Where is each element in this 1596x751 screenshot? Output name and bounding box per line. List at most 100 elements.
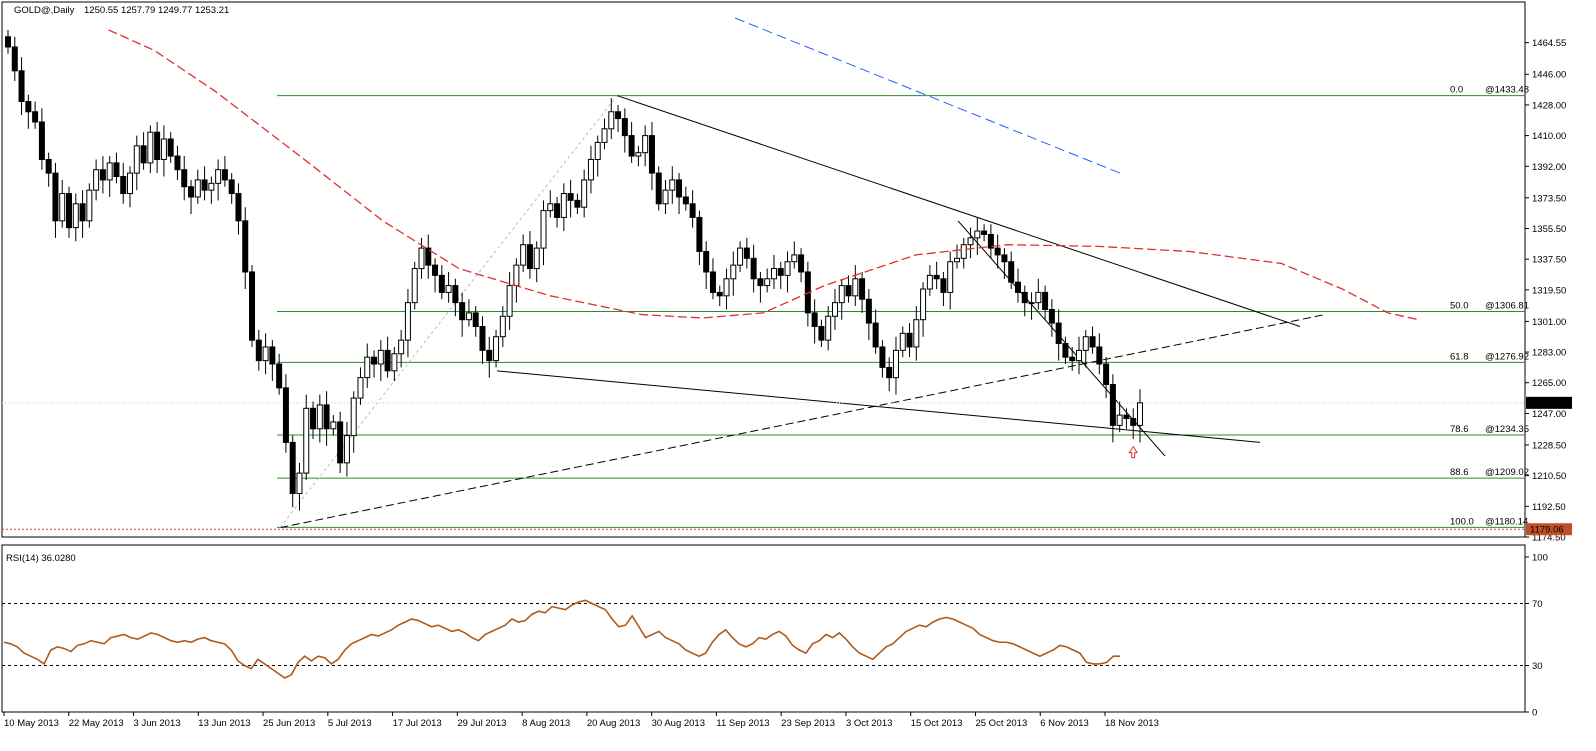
candle (52, 162, 59, 238)
price-tick-label: 1428.00 (1532, 100, 1566, 111)
candle (310, 401, 317, 439)
time-tick-label: 17 Jul 2013 (393, 718, 442, 729)
candle-body (1082, 336, 1089, 351)
candle-body (987, 233, 994, 249)
candle-body (1123, 414, 1130, 420)
fib-price-label: @1209.02 (1485, 467, 1529, 478)
candle (38, 108, 45, 170)
resistance-trendline (616, 95, 1301, 327)
candle-body (249, 271, 256, 341)
candle (567, 179, 574, 218)
candle (1048, 299, 1055, 337)
candle (5, 29, 11, 54)
candle (554, 196, 561, 228)
candle (337, 411, 344, 474)
candle (262, 333, 269, 375)
candle (933, 261, 940, 290)
time-tick-label: 25 Oct 2013 (975, 718, 1027, 729)
candle (994, 234, 1001, 269)
candle (757, 271, 764, 303)
candle (899, 326, 906, 358)
time-tick-label: 23 Sep 2013 (781, 718, 835, 729)
candle-body (764, 278, 771, 287)
candle-body (452, 285, 459, 304)
candle-body (1062, 343, 1069, 358)
candle (953, 244, 960, 269)
candle (621, 108, 628, 153)
candle-body (581, 179, 588, 208)
candle-body (838, 285, 845, 304)
candle-body (398, 339, 405, 355)
price-panel-frame (1, 1, 1526, 538)
candle (404, 289, 411, 358)
candle-body (357, 377, 364, 399)
candle-body (655, 172, 662, 205)
fib-level-label: 61.8 (1450, 351, 1469, 362)
candle-body (560, 193, 567, 218)
candle (127, 166, 134, 208)
candle (635, 145, 642, 167)
price-tick-label: 1210.50 (1532, 471, 1566, 482)
candle (459, 292, 466, 337)
candle-body (777, 268, 784, 276)
candle-body (18, 70, 25, 103)
candle (743, 237, 750, 269)
candle (228, 173, 235, 204)
candle (66, 186, 73, 238)
candle-body (364, 356, 371, 379)
candle (472, 306, 479, 337)
candle (872, 309, 879, 354)
candle (1130, 408, 1137, 439)
candle-body (1103, 363, 1110, 385)
candle-body (1096, 346, 1103, 365)
candle-body (811, 312, 818, 328)
candle (689, 190, 696, 228)
candle (513, 258, 520, 303)
candle (276, 353, 283, 395)
candle-body (86, 189, 93, 222)
candle-body (38, 121, 45, 160)
candle-body (154, 131, 161, 160)
ohlc-readout: 1250.55 1257.79 1249.77 1253.21 (84, 5, 229, 16)
support-trendline (496, 370, 1261, 443)
candle-body (1042, 291, 1049, 310)
candle (906, 323, 913, 358)
candle (160, 125, 167, 177)
time-tick-label: 6 Nov 2013 (1040, 718, 1089, 729)
candle (255, 329, 262, 371)
candle-body (967, 237, 974, 246)
candle (709, 258, 716, 300)
time-tick-label: 29 Jul 2013 (457, 718, 506, 729)
candle-body (750, 257, 757, 280)
candle-body (872, 322, 879, 348)
candle-body (343, 435, 350, 464)
candle-body (554, 203, 561, 218)
candle (926, 265, 933, 296)
candle-body (506, 285, 513, 317)
price-tick-label: 1464.55 (1532, 38, 1566, 49)
candle-body (845, 285, 852, 297)
candle-body (5, 36, 11, 48)
candle-body (235, 193, 242, 222)
candle (574, 193, 581, 215)
candle (316, 394, 323, 443)
candle (249, 265, 256, 347)
candle (960, 237, 967, 269)
candle (940, 271, 947, 307)
candle-body (628, 135, 635, 157)
fib-anchor-line (279, 95, 618, 528)
candle (642, 125, 649, 167)
candle (1035, 278, 1042, 310)
candle (798, 248, 805, 283)
candle-body (770, 268, 777, 280)
candle-body (337, 421, 344, 464)
candle-body (1001, 254, 1008, 263)
candle (920, 282, 927, 337)
candle (167, 132, 174, 163)
candle (987, 224, 994, 259)
candle-body (411, 268, 418, 304)
candle-body (1048, 308, 1055, 324)
candle-body (1035, 291, 1042, 304)
